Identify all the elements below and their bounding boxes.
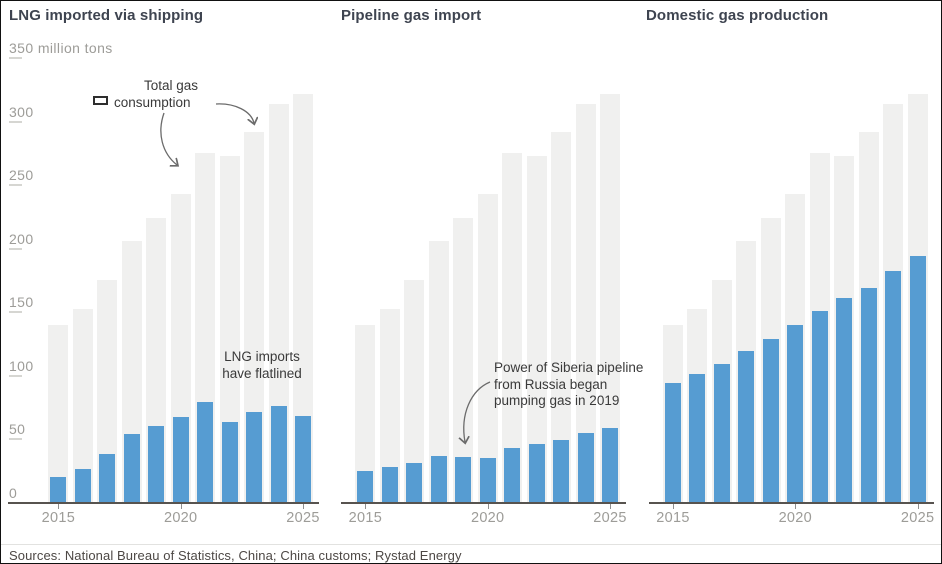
bar-domestic xyxy=(689,374,706,503)
y-tick-label: 0 xyxy=(9,484,18,501)
bar-total-consumption xyxy=(551,131,572,503)
bar-lng xyxy=(295,416,311,503)
panel-title-lng: LNG imported via shipping xyxy=(9,7,204,24)
bar-lng xyxy=(50,477,67,503)
x-axis-line xyxy=(649,501,934,504)
bar-pipeline xyxy=(504,447,521,503)
x-axis-line xyxy=(341,501,626,504)
x-axis-tick xyxy=(365,503,367,509)
arrow-to-2023-bar xyxy=(215,103,254,123)
x-axis-year-label: 2015 xyxy=(348,510,383,526)
bar-total-consumption xyxy=(404,280,425,503)
bar-domestic xyxy=(811,310,828,503)
x-axis-year-label: 2020 xyxy=(470,510,505,526)
bar-total-consumption xyxy=(379,309,400,503)
bar-pipeline xyxy=(479,458,496,503)
y-tick-label: 100 xyxy=(9,357,34,374)
bar-pipeline xyxy=(357,470,374,503)
y-tick-dash xyxy=(9,438,22,440)
bar-total-consumption xyxy=(72,309,93,503)
x-axis-year-label: 2020 xyxy=(163,510,198,526)
bar-total-consumption xyxy=(244,131,265,503)
y-tick-dash xyxy=(9,311,22,313)
bar-total-consumption xyxy=(293,93,313,503)
x-axis-year-label: 2015 xyxy=(656,510,690,526)
x-axis-tick xyxy=(58,503,60,509)
bar-total-consumption xyxy=(526,155,547,503)
footer-separator xyxy=(1,544,941,545)
x-axis-tick xyxy=(795,503,797,509)
bar-pipeline xyxy=(381,466,398,503)
bar-pipeline xyxy=(528,444,545,503)
x-axis-year-label: 2025 xyxy=(900,510,935,526)
bar-total-consumption xyxy=(428,240,449,503)
bar-pipeline xyxy=(406,463,423,503)
bar-total-consumption xyxy=(502,153,523,503)
x-axis-tick xyxy=(180,503,182,509)
legend-label-line1: Total gas xyxy=(144,78,199,93)
bar-domestic xyxy=(665,383,681,503)
bar-lng xyxy=(270,405,287,503)
bar-lng xyxy=(197,402,214,503)
bar-domestic xyxy=(909,256,926,503)
y-tick-dash xyxy=(9,374,22,377)
panel-title-domestic: Domestic gas production xyxy=(646,7,829,24)
x-axis-tick xyxy=(673,503,674,509)
x-axis-tick xyxy=(610,503,611,509)
bar-domestic xyxy=(885,271,902,503)
y-tick-label: 350 million tons xyxy=(9,40,113,56)
bar-pipeline xyxy=(602,427,618,503)
y-tick-dash xyxy=(9,120,22,123)
y-tick-label: 150 xyxy=(9,294,34,310)
bar-domestic xyxy=(762,338,779,503)
x-axis-line xyxy=(8,501,319,504)
lng-flatlined-annotation: LNG imports have flatlined xyxy=(222,349,302,381)
y-tick-label: 50 xyxy=(9,421,26,437)
bar-lng xyxy=(99,454,116,503)
bar-domestic xyxy=(836,298,853,503)
x-axis-year-label: 2015 xyxy=(41,510,76,526)
x-axis-tick xyxy=(487,503,489,509)
bar-lng xyxy=(246,412,263,503)
bar-pipeline xyxy=(430,455,447,503)
bar-domestic xyxy=(713,364,730,503)
y-tick-label: 300 xyxy=(9,103,34,120)
bar-lng xyxy=(172,417,189,503)
bar-domestic xyxy=(787,324,804,503)
bar-domestic xyxy=(860,287,877,503)
x-axis-year-label: 2025 xyxy=(593,510,627,526)
bar-total-consumption xyxy=(477,193,498,503)
y-tick-label: 250 xyxy=(9,167,34,183)
x-axis-tick xyxy=(917,503,919,509)
bar-lng xyxy=(123,433,140,503)
power-of-siberia-annotation: Power of Siberia pipeline from Russia be… xyxy=(494,360,644,408)
sources-text: Sources: National Bureau of Statistics, … xyxy=(9,548,462,563)
bar-total-consumption xyxy=(268,103,289,503)
legend-label-line2: consumption xyxy=(114,95,191,110)
bar-lng xyxy=(221,422,238,503)
bar-domestic xyxy=(738,351,755,503)
bar-total-consumption xyxy=(48,324,69,503)
bar-lng xyxy=(148,426,165,503)
bar-lng xyxy=(74,469,91,503)
x-axis-year-label: 2025 xyxy=(286,510,320,526)
bar-pipeline xyxy=(577,432,594,503)
panel-title-pipeline: Pipeline gas import xyxy=(341,7,482,24)
y-tick-dash xyxy=(9,57,22,59)
bar-total-consumption xyxy=(97,280,118,503)
y-tick-label: 200 xyxy=(9,230,34,247)
bar-pipeline xyxy=(553,440,570,503)
x-axis-year-label: 2020 xyxy=(778,510,813,526)
total-consumption-legend-swatch xyxy=(93,96,108,105)
bar-total-consumption xyxy=(355,324,376,503)
bar-total-consumption xyxy=(600,93,620,503)
y-tick-dash xyxy=(9,247,22,250)
arrow-to-2020-bar xyxy=(160,112,177,165)
bar-pipeline xyxy=(455,456,472,503)
bar-total-consumption xyxy=(219,155,240,503)
y-tick-dash xyxy=(9,184,22,186)
bar-total-consumption xyxy=(575,103,596,503)
x-axis-tick xyxy=(303,503,304,509)
